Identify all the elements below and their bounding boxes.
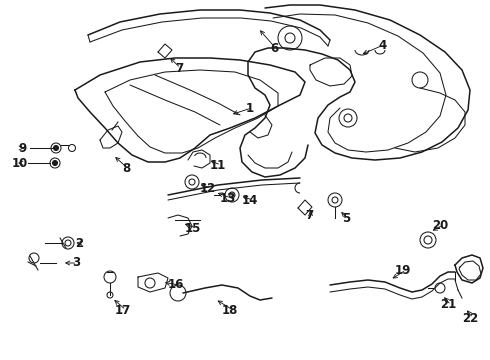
Circle shape [53, 145, 58, 150]
Text: 5: 5 [342, 212, 350, 225]
Text: 16: 16 [168, 279, 184, 292]
Text: 11: 11 [210, 158, 226, 171]
Text: 8: 8 [122, 162, 130, 175]
Text: 18: 18 [222, 303, 238, 316]
Text: 3: 3 [72, 256, 80, 270]
Text: 6: 6 [270, 41, 278, 54]
Text: 7: 7 [175, 62, 183, 75]
Text: 9: 9 [18, 141, 26, 154]
Circle shape [229, 192, 235, 198]
Text: 1: 1 [246, 102, 254, 114]
Text: 19: 19 [395, 264, 412, 276]
Text: 14: 14 [242, 194, 258, 207]
Text: 15: 15 [185, 221, 201, 234]
Text: 22: 22 [462, 311, 478, 324]
Circle shape [52, 161, 57, 166]
Text: 12: 12 [200, 181, 216, 194]
Text: 4: 4 [378, 39, 386, 51]
Text: 10: 10 [12, 157, 28, 170]
Text: 21: 21 [440, 298, 456, 311]
Text: 7: 7 [305, 208, 313, 221]
Text: 17: 17 [115, 303, 131, 316]
Text: 13: 13 [220, 192, 236, 204]
Text: 20: 20 [432, 219, 448, 231]
Text: 2: 2 [75, 237, 83, 249]
